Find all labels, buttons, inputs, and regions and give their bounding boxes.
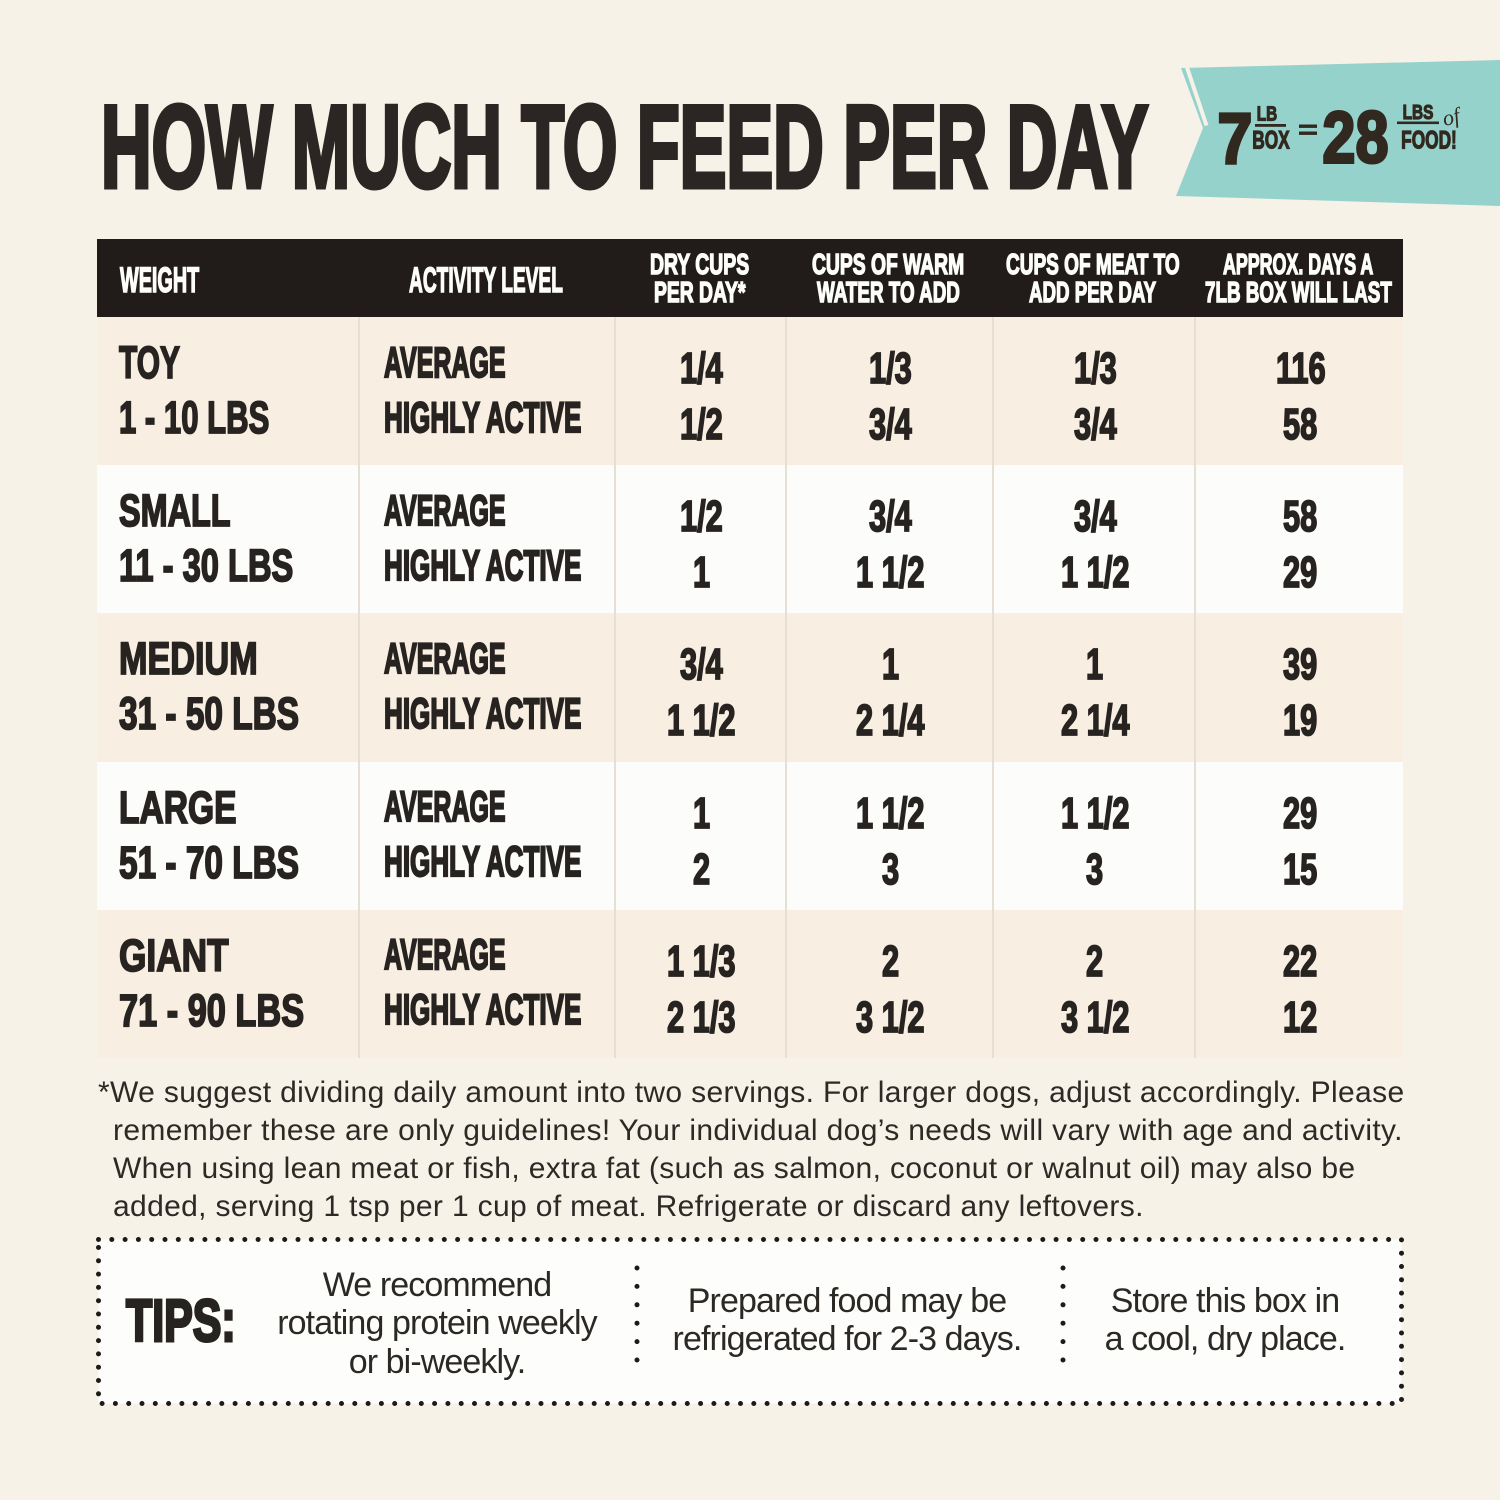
svg-text:BOX: BOX — [1252, 126, 1290, 154]
svg-text:LBS: LBS — [1403, 101, 1434, 124]
svg-text:FOOD!: FOOD! — [1401, 126, 1457, 154]
svg-text:28: 28 — [1322, 98, 1388, 179]
svg-text:LB: LB — [1257, 102, 1277, 125]
svg-text:7: 7 — [1218, 99, 1253, 179]
